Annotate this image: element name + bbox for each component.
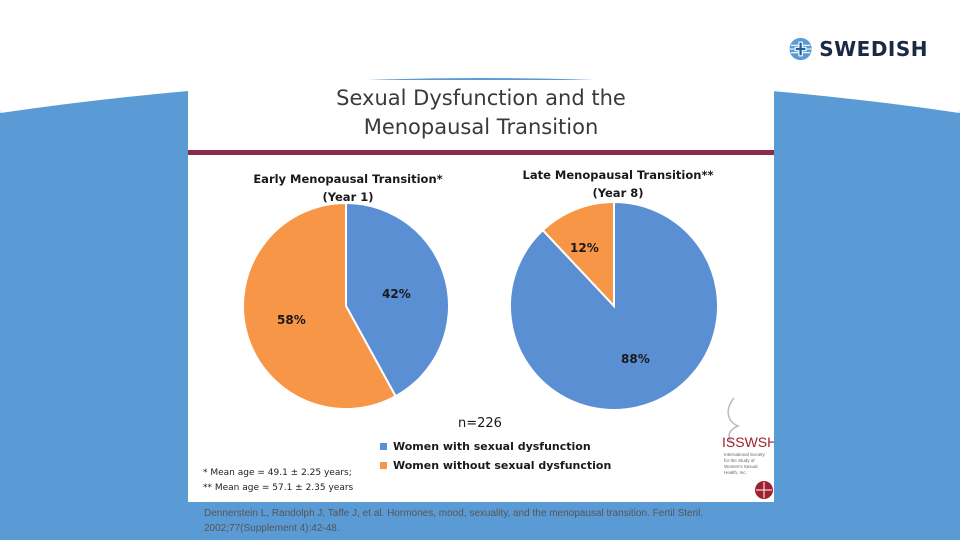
isswsh-name: ISSWSH <box>722 434 774 450</box>
footnote-early: * Mean age = 49.1 ± 2.25 years; <box>203 468 352 478</box>
legend-item-without: Women without sexual dysfunction <box>380 459 611 472</box>
pie-late-slice-with <box>509 200 719 411</box>
pie-early-title-line1: Early Menopausal Transition* <box>253 172 443 186</box>
slide-title: Sexual Dysfunction and the Menopausal Tr… <box>188 84 774 142</box>
swedish-cross-globe-icon <box>789 37 812 61</box>
pie-late-title-line2: (Year 8) <box>592 186 644 200</box>
pie-late-label-without: 12% <box>570 241 599 255</box>
pie-early-label-without: 58% <box>277 313 306 327</box>
citation-line-1: Dennerstein L, Randolph J, Taffe J, et a… <box>204 508 704 519</box>
pie-early-slice-with <box>345 201 450 398</box>
logo-text: SWEDISH <box>819 37 928 61</box>
title-line-2: Menopausal Transition <box>363 115 599 139</box>
legend-label-with: Women with sexual dysfunction <box>393 440 591 453</box>
title-line-1: Sexual Dysfunction and the <box>336 86 626 110</box>
isswsh-logo-icon <box>727 397 773 499</box>
pie-late-title: Late Menopausal Transition** (Year 8) <box>498 166 738 202</box>
citation: Dennerstein L, Randolph J, Taffe J, et a… <box>204 506 784 536</box>
citation-line-2: 2002;77(Supplement 4):42-48. <box>204 523 340 534</box>
legend-label-without: Women without sexual dysfunction <box>393 459 612 472</box>
legend-swatch-blue <box>380 443 387 450</box>
pie-early-label-with: 42% <box>382 287 411 301</box>
pie-late-title-line1: Late Menopausal Transition** <box>522 168 714 182</box>
footnote-late: ** Mean age = 57.1 ± 2.35 years <box>203 483 354 493</box>
pie-late-label-with: 88% <box>621 352 650 366</box>
pie-early-title: Early Menopausal Transition* (Year 1) <box>228 170 468 206</box>
legend-swatch-orange <box>380 462 387 469</box>
title-divider <box>188 150 774 155</box>
legend-item-with: Women with sexual dysfunction <box>380 440 591 453</box>
slide-panel: Sexual Dysfunction and the Menopausal Tr… <box>188 80 774 502</box>
pie-early-title-line2: (Year 1) <box>322 190 374 204</box>
swedish-logo: SWEDISH <box>788 30 928 68</box>
pie-late-slice-without <box>541 200 615 309</box>
isswsh-subtitle: International Society for the Study of W… <box>724 452 765 475</box>
pie-charts <box>242 200 719 411</box>
sample-size-label: n=226 <box>458 416 502 431</box>
pie-early-slice-without <box>242 201 397 410</box>
